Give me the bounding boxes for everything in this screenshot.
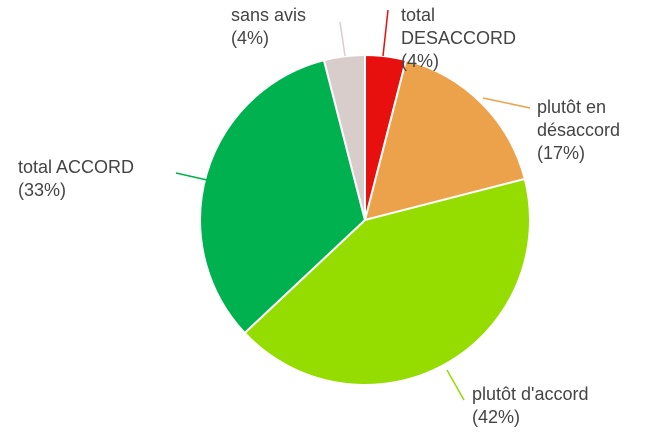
- value-label: (17%): [537, 143, 586, 163]
- slice-label: total DESACCORD (4%): [401, 4, 521, 73]
- pie-slice: [243, 177, 531, 386]
- category-name: plutôt d'accord: [472, 384, 589, 404]
- category-name: total DESACCORD: [401, 5, 517, 48]
- pie-slice: [322, 53, 366, 221]
- category-name: sans avis: [231, 5, 307, 25]
- pie-slice: [363, 58, 527, 222]
- pie-slice: [199, 58, 367, 335]
- slice-label: plutôt d'accord (42%): [472, 383, 642, 429]
- leader-line: [339, 21, 346, 57]
- leader-line: [175, 172, 208, 181]
- value-label: (4%): [401, 51, 440, 71]
- category-name: total ACCORD: [18, 157, 135, 177]
- leader-line: [446, 369, 465, 401]
- value-label: (33%): [18, 180, 67, 200]
- value-label: (42%): [472, 407, 521, 427]
- value-label: (4%): [231, 28, 270, 48]
- slice-label: total ACCORD (33%): [18, 156, 188, 202]
- category-name: plutôt en désaccord: [537, 97, 621, 140]
- slice-label: sans avis (4%): [231, 4, 341, 50]
- leader-line: [482, 97, 531, 109]
- leader-line: [382, 9, 389, 57]
- slice-label: plutôt en désaccord (17%): [537, 96, 647, 165]
